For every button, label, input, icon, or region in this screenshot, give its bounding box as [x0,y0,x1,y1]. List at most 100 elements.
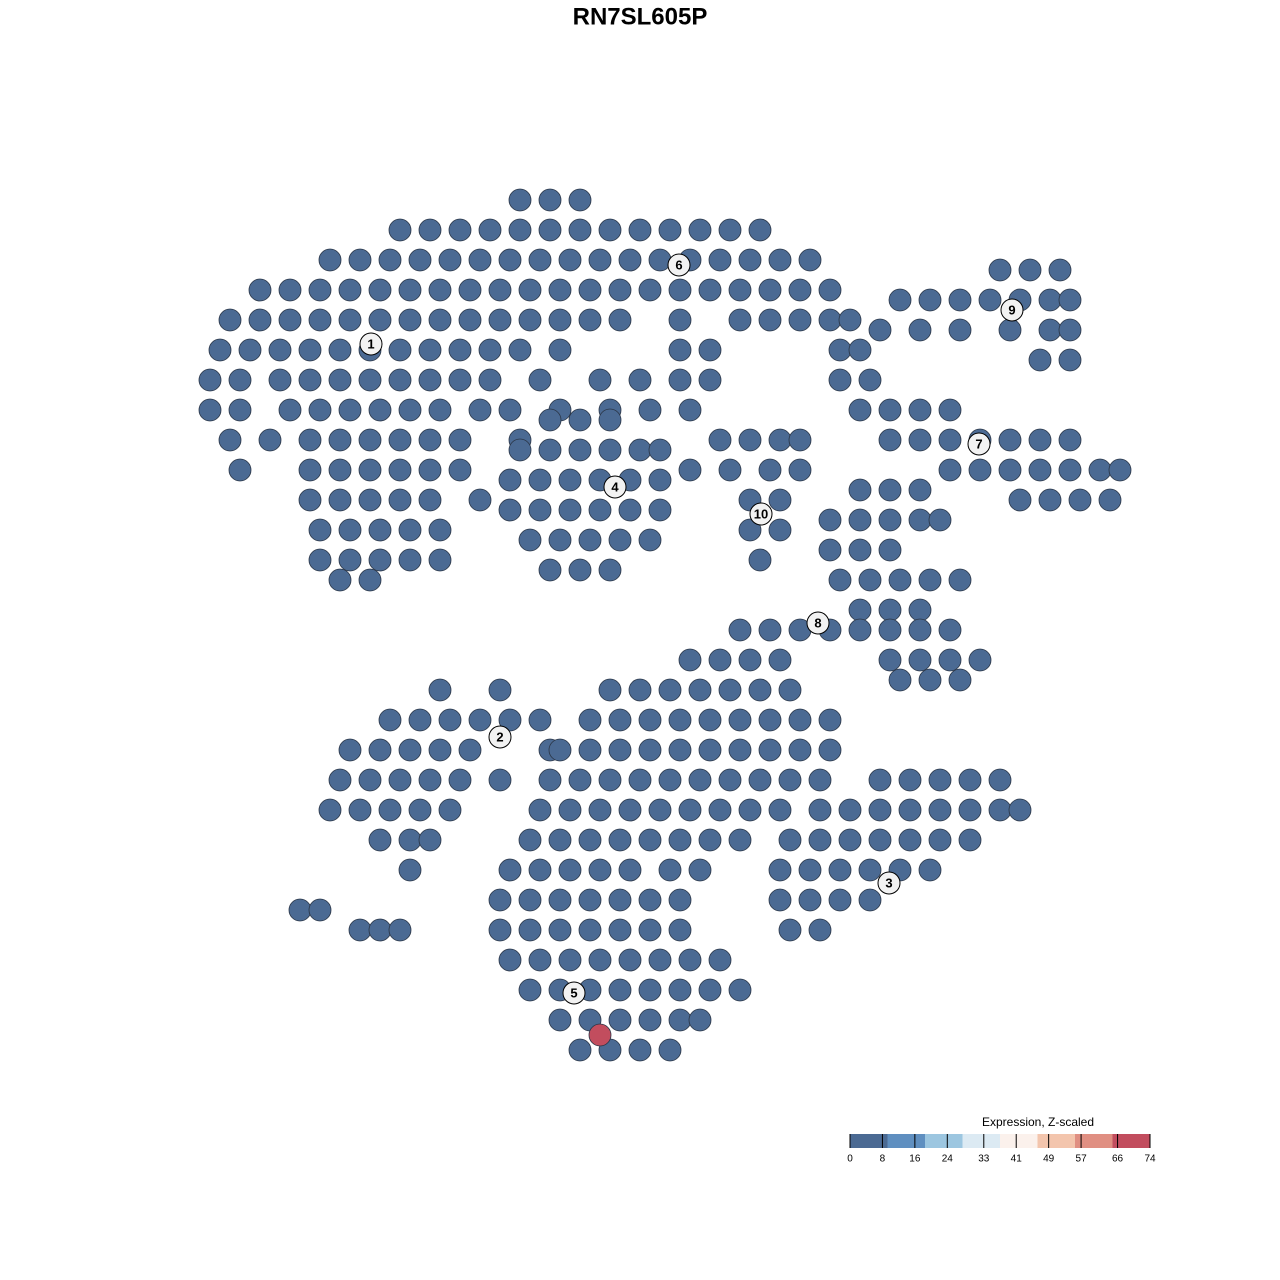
point [988,798,1012,822]
point [418,338,442,362]
point [468,708,492,732]
point [728,828,752,852]
point [998,428,1022,452]
point [788,458,812,482]
point [778,768,802,792]
cluster-label: 7 [975,436,982,451]
point [548,308,572,332]
cluster-marker [749,502,773,526]
point [658,678,682,702]
point [908,478,932,502]
colorbar-tick-label: 74 [1144,1154,1156,1165]
point [798,888,822,912]
point [548,1008,572,1032]
point [788,308,812,332]
point [278,398,302,422]
point [878,618,902,642]
point [728,708,752,732]
colorbar-tick-label: 49 [1043,1154,1055,1165]
point [358,368,382,392]
point [478,338,502,362]
cluster-marker [967,432,991,456]
point [568,408,592,432]
point [578,278,602,302]
point [638,1008,662,1032]
point [778,678,802,702]
point [828,888,852,912]
colorbar-segment [1075,1134,1113,1148]
point [488,278,512,302]
point [798,858,822,882]
point [408,708,432,732]
point [1038,488,1062,512]
point [858,568,882,592]
point [358,488,382,512]
cluster-label: 8 [814,615,821,630]
cluster-marker [603,475,627,499]
point [938,428,962,452]
point [758,618,782,642]
point [368,918,392,942]
point [448,458,472,482]
point [588,948,612,972]
point [628,768,652,792]
point [908,398,932,422]
point [628,438,652,462]
point [908,508,932,532]
point [638,978,662,1002]
point [398,548,422,572]
point [608,738,632,762]
point [398,828,422,852]
point [388,768,412,792]
point [338,738,362,762]
point [698,978,722,1002]
point [748,218,772,242]
point [668,338,692,362]
point [658,858,682,882]
point [818,308,842,332]
point [358,458,382,482]
point [968,648,992,672]
point [198,398,222,422]
point [858,858,882,882]
point [538,408,562,432]
point [548,918,572,942]
point [218,428,242,452]
point [758,278,782,302]
point [818,538,842,562]
point [298,368,322,392]
point [828,858,852,882]
point [698,278,722,302]
point [358,428,382,452]
point [508,438,532,462]
colorbar-tick-label: 0 [847,1154,853,1165]
point [488,678,512,702]
point [778,828,802,852]
point [828,368,852,392]
point [808,918,832,942]
colorbar-segment [1037,1134,1076,1148]
point [388,918,412,942]
point [528,368,552,392]
point [278,278,302,302]
point [368,398,392,422]
point [258,428,282,452]
point [738,518,762,542]
point [528,948,552,972]
point [718,768,742,792]
point [608,828,632,852]
point [558,498,582,522]
point [458,308,482,332]
point [418,768,442,792]
point [488,308,512,332]
point [958,828,982,852]
point [538,438,562,462]
point [598,678,622,702]
cluster-marker [877,871,901,895]
colorbar-tick-label: 66 [1112,1154,1124,1165]
point [738,798,762,822]
point [698,708,722,732]
point [898,768,922,792]
point [588,498,612,522]
point [318,248,342,272]
